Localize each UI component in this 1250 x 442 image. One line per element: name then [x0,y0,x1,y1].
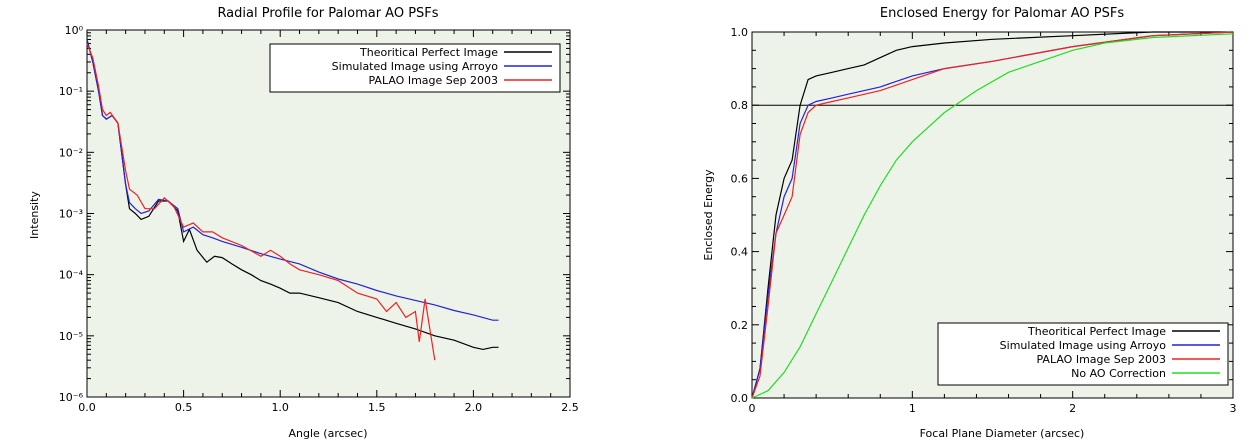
y-axis-label: Enclosed Energy [702,169,715,261]
y-tick-label: 1.0 [731,26,749,39]
y-tick-label: 10⁻⁴ [59,269,84,282]
series-line-4 [751,33,1234,399]
legend-label: Theoritical Perfect Image [359,46,498,59]
legend-label: Simulated Image using Arroyo [1000,339,1167,352]
y-tick-label: 10⁻⁵ [59,330,83,343]
x-tick-label: 2.5 [561,401,579,414]
y-axis-label: Intensity [28,191,41,239]
y-tick-label: 0.8 [731,99,749,112]
y-tick-label: 10⁻¹ [59,85,83,98]
legend-label: PALAO Image Sep 2003 [369,74,499,87]
chart-title: Enclosed Energy for Palomar AO PSFs [880,6,1124,21]
x-tick-label: 2 [1069,402,1076,415]
series-line-3 [751,31,1234,399]
enclosed-energy-chart: Enclosed Energy for Palomar AO PSFs Foca… [680,0,1250,442]
chart-title: Radial Profile for Palomar AO PSFs [217,6,438,21]
y-tick-label: 0.0 [731,392,749,405]
series-line-3 [86,43,436,361]
y-tick-label: 10⁻⁶ [59,391,84,404]
x-tick-label: 1.0 [271,401,289,414]
radial-profile-svg: Radial Profile for Palomar AO PSFs Angle… [28,6,579,440]
series-line-1 [751,31,1233,399]
x-axis-label: Focal Plane Diameter (arcsec) [920,427,1085,440]
x-tick-label: 2.0 [465,401,483,414]
legend-label: PALAO Image Sep 2003 [1037,353,1167,366]
x-tick-label: 1 [909,402,916,415]
x-tick-label: 0.0 [78,401,96,414]
radial-profile-chart: Radial Profile for Palomar AO PSFs Angle… [0,0,600,442]
x-tick-label: 3 [1230,402,1237,415]
x-tick-label: 0.5 [175,401,193,414]
y-tick-label: 10⁻³ [59,208,83,221]
x-tick-label: 0 [749,402,756,415]
legend-box [937,322,1229,386]
x-axis-label: Angle (arcsec) [289,427,368,440]
y-tick-label: 0.4 [731,246,749,259]
legend-label: Theoritical Perfect Image [1027,325,1166,338]
y-tick-label: 0.2 [731,319,749,332]
y-tick-label: 10⁰ [65,24,84,37]
enclosed-energy-svg: Enclosed Energy for Palomar AO PSFs Foca… [702,6,1237,440]
legend-label: Simulated Image using Arroyo [332,60,499,73]
legend-label: No AO Correction [1071,367,1166,380]
x-tick-label: 1.5 [368,401,386,414]
y-tick-label: 0.6 [731,172,749,185]
y-tick-label: 10⁻² [59,146,83,159]
